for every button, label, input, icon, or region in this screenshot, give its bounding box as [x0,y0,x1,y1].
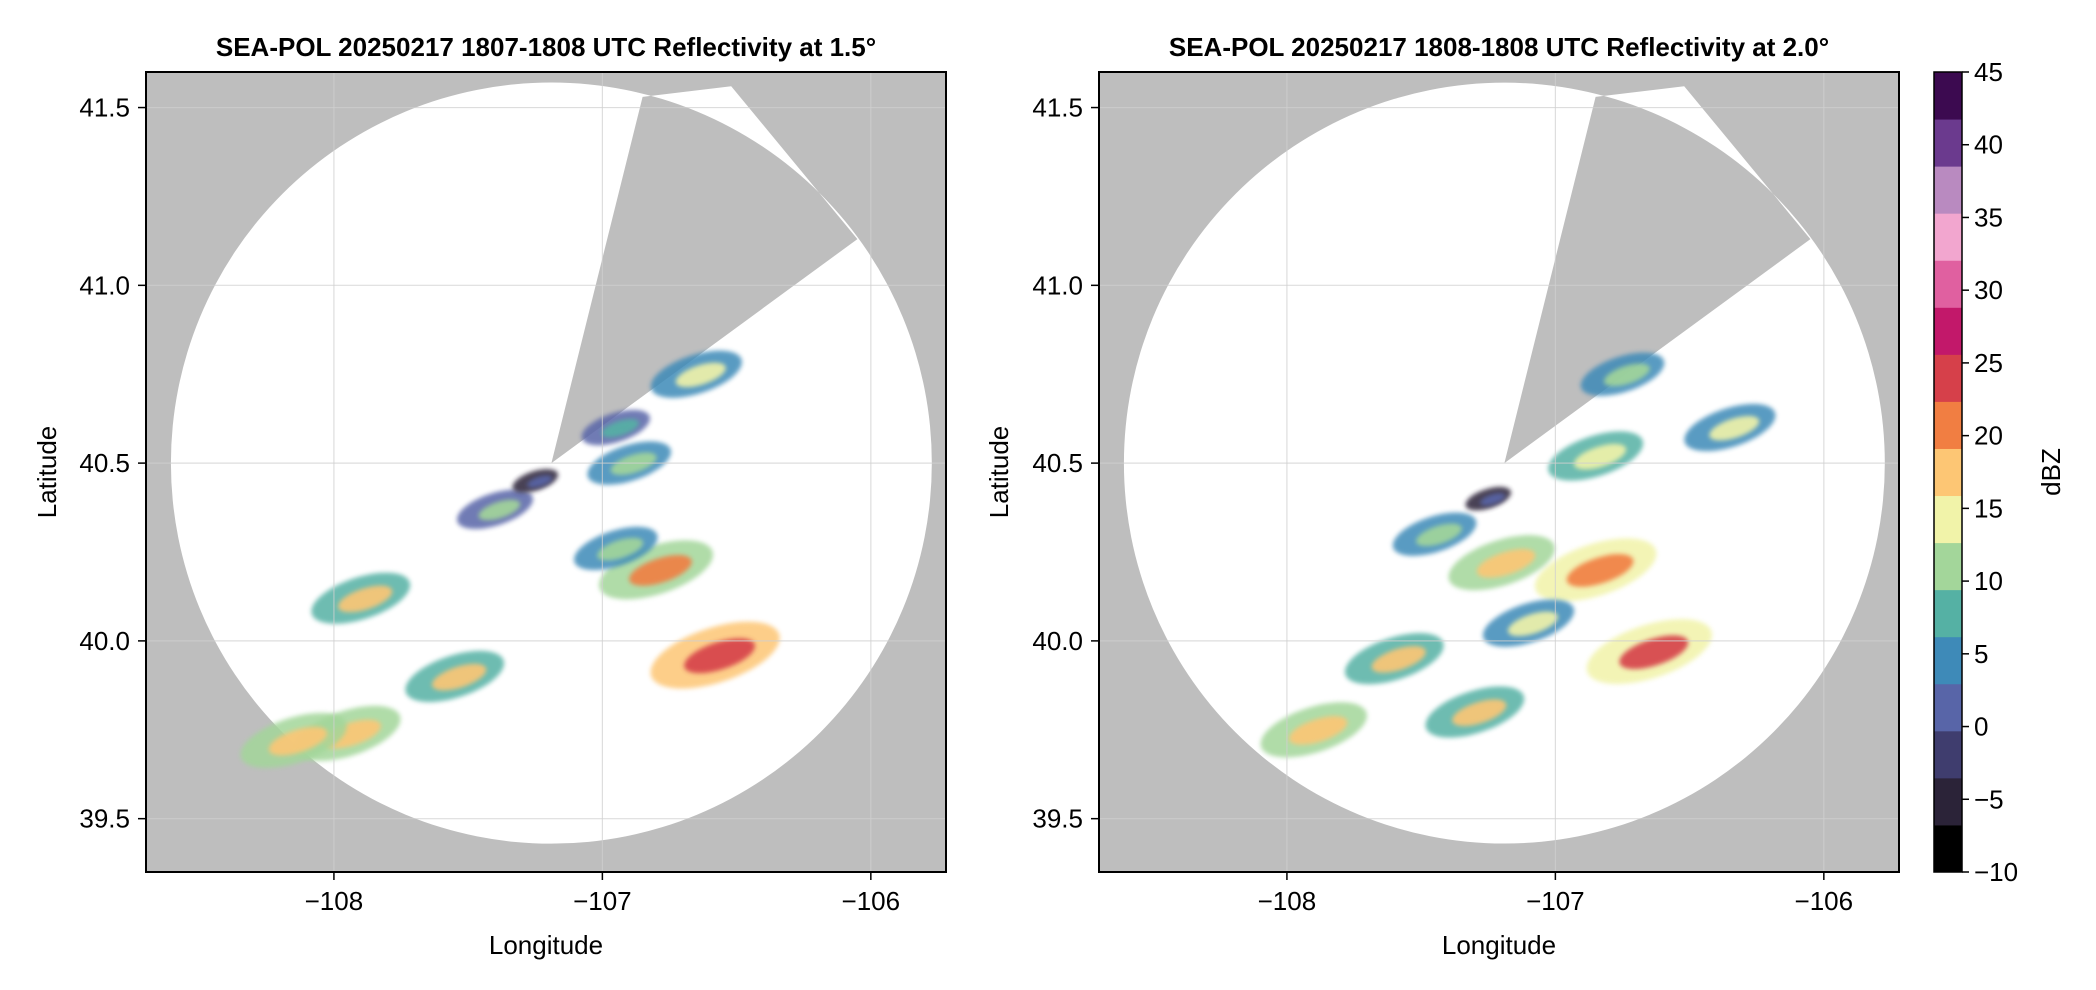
colorbar-tick-label: 45 [1974,57,2003,87]
colorbar-tick-label: 40 [1974,130,2003,160]
colorbar-band [1934,119,1962,167]
panel-1-x-axis-label: Longitude [489,930,603,960]
x-tick-label: −107 [573,886,632,916]
panel-2-grid [1099,72,1899,872]
colorbar-band [1934,307,1962,355]
panel-1-grid [146,72,946,872]
panel-2-y-axis-label: Latitude [984,426,1014,519]
echo-cell-core [1416,523,1462,547]
y-tick-label: 40.5 [1032,448,1083,478]
panel-1: −108 −107 −106 39.5 40.0 40.5 41.0 41.5 SEA-POL… [32,32,947,960]
y-tick-label: 40.0 [79,626,130,656]
x-tick-label: −108 [305,886,364,916]
colorbar-band [1934,636,1962,685]
colorbar: −10 −5 0 5 10 15 20 25 30 35 40 45 dBZ [1933,57,2066,887]
colorbar-band [1934,495,1962,544]
echo-cell-core [1371,646,1426,673]
echo-cell-core [1507,611,1558,637]
panel-2-title: SEA-POL 20250217 1808-1808 UTC Reflectiv… [1169,32,1829,62]
echo-cell-core [684,638,756,674]
colorbar-tick-label: 10 [1974,566,2003,596]
panel-1-frame [145,71,947,873]
colorbar-tick-label: 35 [1974,202,2003,232]
colorbar-band [1934,401,1962,449]
y-tick-label: 39.5 [1032,804,1083,834]
panel-1-y-axis-label: Latitude [32,426,62,519]
echo-cell-core [478,499,521,521]
echo-cell-core [1480,493,1506,506]
x-tick-label: −106 [842,886,901,916]
colorbar-tick-label: 25 [1974,348,2003,378]
colorbar-tick-label: 15 [1974,493,2003,523]
colorbar-band [1934,824,1962,873]
echo-cell-core [1619,635,1689,670]
y-tick-label: 41.0 [79,270,130,300]
x-tick-label: −107 [1526,886,1585,916]
colorbar-tick-label: 0 [1974,712,1988,742]
colorbar-band [1934,72,1962,120]
y-tick-label: 39.5 [79,804,130,834]
x-tick-label: −108 [1258,886,1317,916]
echo-cell-core [629,555,692,586]
panel-2-x-axis-label: Longitude [1442,930,1556,960]
panel-1-ticks: −108 −107 −106 39.5 40.0 40.5 41.0 41.5 [79,93,900,916]
echo-cell-core [1566,554,1634,587]
echo-cell-core [432,663,487,691]
x-tick-label: −106 [1795,886,1854,916]
colorbar-tick-label: −5 [1974,784,2004,814]
y-tick-label: 41.0 [1032,270,1083,300]
colorbar-band [1934,683,1962,732]
echo-cell-core [601,419,639,438]
colorbar-band [1934,354,1962,402]
colorbar-bands [1934,72,1962,873]
echo-cell-core [1476,549,1536,578]
panel-2-frame [1098,71,1900,873]
colorbar-band [1934,260,1962,308]
colorbar-band [1934,213,1962,261]
echo-cell-core [338,585,393,613]
colorbar-ticks: −10 −5 0 5 10 15 20 25 30 35 40 45 [1962,57,2018,887]
y-tick-label: 40.0 [1032,626,1083,656]
colorbar-band [1934,448,1962,497]
y-tick-label: 41.5 [79,93,130,123]
panel-2-ticks: −108 −107 −106 39.5 40.0 40.5 41.0 41.5 [1032,93,1853,916]
colorbar-band [1934,166,1962,214]
echo-cell-core [268,726,328,756]
colorbar-band [1934,542,1962,591]
panel-2-echoes [1260,352,1776,758]
y-tick-label: 41.5 [1032,93,1083,123]
echo-cell-core [1603,363,1650,387]
colorbar-band [1934,730,1962,779]
echo-cell-core [610,452,657,476]
echo-cell-core [675,362,726,388]
colorbar-frame [1933,71,1963,873]
colorbar-band [1934,777,1962,826]
colorbar-band [1934,589,1962,638]
colorbar-label: dBZ [2036,448,2066,496]
echo-cell-core [597,537,644,561]
colorbar-tick-label: 20 [1974,421,2003,451]
colorbar-tick-label: 30 [1974,275,2003,305]
echo-cell-core [1709,415,1760,441]
y-tick-label: 40.5 [79,448,130,478]
colorbar-tick-label: 5 [1974,639,1988,669]
echo-cell-core [1288,716,1348,745]
colorbar-tick-label: −10 [1974,857,2018,887]
echo-cell-core [1452,699,1507,726]
panel-1-title: SEA-POL 20250217 1807-1808 UTC Reflectiv… [216,32,876,62]
panel-2: −108 −107 −106 39.5 40.0 40.5 41.0 41.5 SEA-POL… [984,32,1900,960]
echo-cell-core [527,475,553,488]
